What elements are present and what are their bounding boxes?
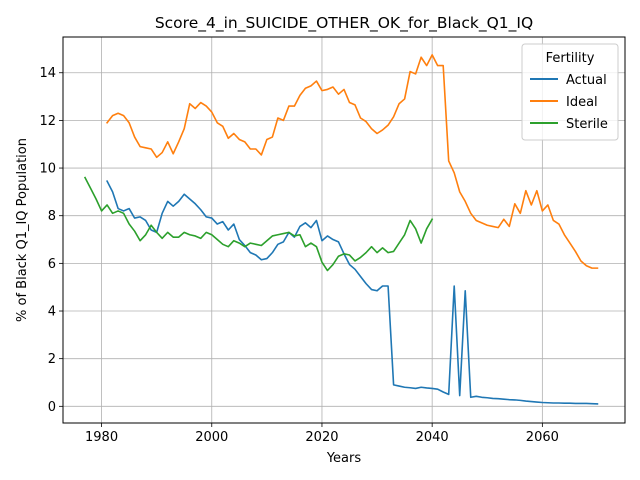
x-tick-label: 2020 xyxy=(305,430,338,445)
legend-label-sterile: Sterile xyxy=(566,117,608,132)
y-axis-ticks: 0 2 4 6 8 10 12 14 xyxy=(39,66,63,415)
y-tick-label: 10 xyxy=(39,162,56,177)
x-tick-label: 2000 xyxy=(195,430,228,445)
series-line-sterile xyxy=(83,176,434,272)
y-axis-title: % of Black Q1_IQ Population xyxy=(15,138,30,322)
y-tick-label: 8 xyxy=(48,209,56,224)
x-axis-title: Years xyxy=(326,451,362,466)
chart-title: Score_4_in_SUICIDE_OTHER_OK_for_Black_Q1… xyxy=(155,14,533,33)
y-tick-label: 12 xyxy=(39,114,56,129)
y-tick-label: 2 xyxy=(48,352,56,367)
legend-label-actual: Actual xyxy=(566,73,607,88)
series-layer xyxy=(83,54,599,405)
y-tick-label: 0 xyxy=(48,400,56,415)
x-tick-label: 2040 xyxy=(416,430,449,445)
x-axis-ticks: 1980 2000 2020 2040 2060 xyxy=(85,423,559,445)
legend: Fertility Actual Ideal Sterile xyxy=(521,43,619,141)
y-tick-label: 14 xyxy=(39,66,56,81)
legend-label-ideal: Ideal xyxy=(566,95,598,110)
series-line-actual xyxy=(106,180,599,405)
plot-frame xyxy=(62,36,626,424)
x-tick-label: 2060 xyxy=(526,430,559,445)
y-tick-label: 4 xyxy=(48,305,56,320)
x-tick-label: 1980 xyxy=(85,430,118,445)
legend-title: Fertility xyxy=(546,51,595,66)
series-line-ideal xyxy=(105,54,599,269)
y-tick-label: 6 xyxy=(48,257,56,272)
legend-box xyxy=(521,43,619,141)
